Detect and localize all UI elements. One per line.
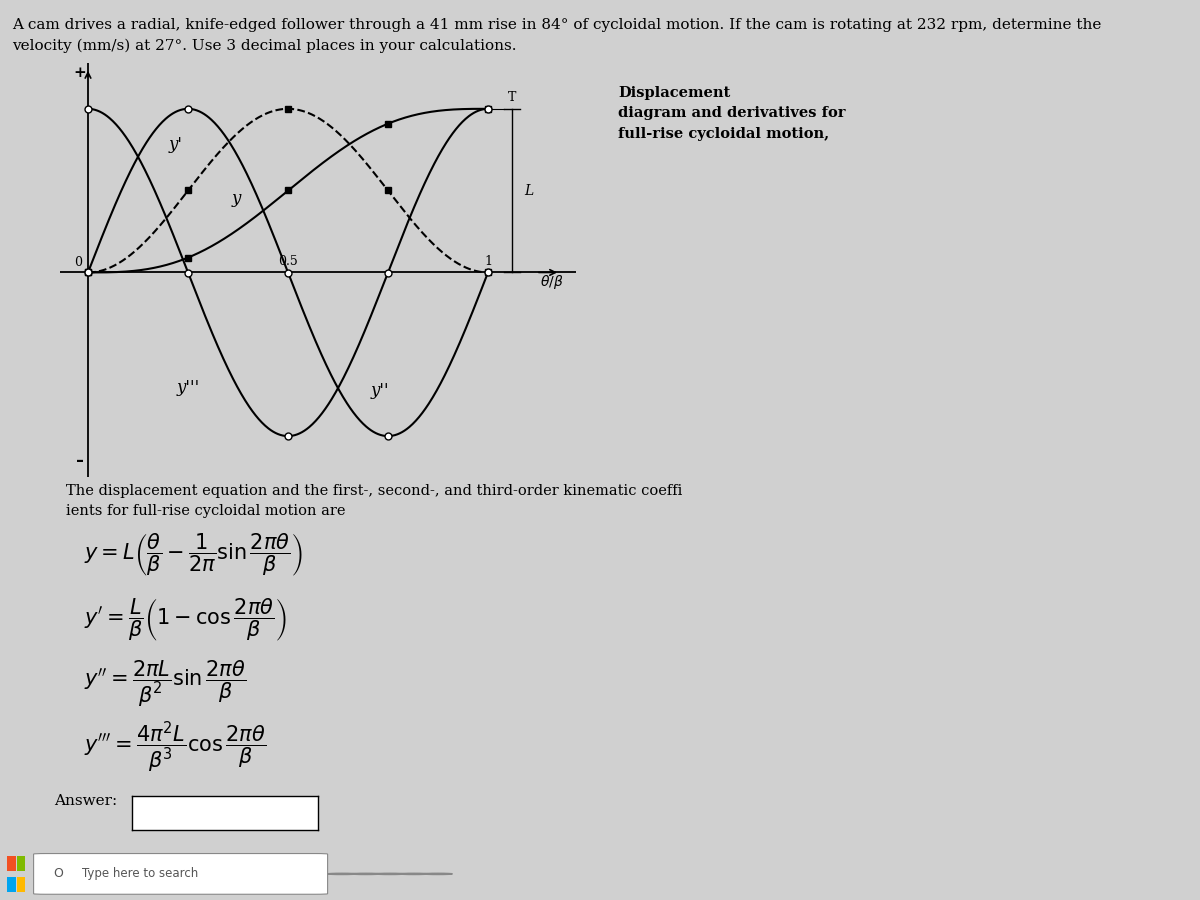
Circle shape xyxy=(424,873,452,875)
Text: The displacement equation and the first-, second-, and third-order kinematic coe: The displacement equation and the first-… xyxy=(66,484,683,499)
Text: y'': y'' xyxy=(371,382,389,399)
Text: $y = L\left(\dfrac{\theta}{\beta} - \dfrac{1}{2\pi}\sin\dfrac{2\pi\theta}{\beta}: $y = L\left(\dfrac{\theta}{\beta} - \dfr… xyxy=(84,531,302,578)
Bar xyxy=(17,877,25,892)
Text: ients for full-rise cycloidal motion are: ients for full-rise cycloidal motion are xyxy=(66,504,346,518)
Text: 0.5: 0.5 xyxy=(278,255,298,267)
Text: diagram and derivatives for: diagram and derivatives for xyxy=(618,106,846,121)
Text: $y''' = \dfrac{4\pi^2 L}{\beta^3}\cos\dfrac{2\pi\theta}{\beta}$: $y''' = \dfrac{4\pi^2 L}{\beta^3}\cos\df… xyxy=(84,720,266,775)
Text: $y'' = \dfrac{2\pi L}{\beta^2}\sin\dfrac{2\pi\theta}{\beta}$: $y'' = \dfrac{2\pi L}{\beta^2}\sin\dfrac… xyxy=(84,659,246,709)
Bar xyxy=(17,856,25,871)
Text: y: y xyxy=(232,190,241,207)
Circle shape xyxy=(400,873,428,875)
Text: Displacement: Displacement xyxy=(618,86,731,100)
Text: $y' = \dfrac{L}{\beta}\left(1 - \cos\dfrac{2\pi\theta}{\beta}\right)$: $y' = \dfrac{L}{\beta}\left(1 - \cos\dfr… xyxy=(84,596,287,643)
Text: +: + xyxy=(73,66,86,80)
Text: y''': y''' xyxy=(176,379,199,395)
Circle shape xyxy=(376,873,404,875)
Text: Answer:: Answer: xyxy=(54,794,118,808)
Text: O: O xyxy=(53,868,62,880)
Text: y': y' xyxy=(169,136,182,153)
Text: 1: 1 xyxy=(484,255,492,267)
FancyBboxPatch shape xyxy=(34,853,328,895)
Circle shape xyxy=(328,873,356,875)
Text: L: L xyxy=(524,184,533,198)
Circle shape xyxy=(352,873,380,875)
Text: A cam drives a radial, knife-edged follower through a 41 mm rise in 84° of cyclo: A cam drives a radial, knife-edged follo… xyxy=(12,18,1102,32)
Text: Type here to search: Type here to search xyxy=(82,868,198,880)
Text: 0: 0 xyxy=(74,256,82,269)
Text: $\theta/\beta$: $\theta/\beta$ xyxy=(540,274,564,292)
Text: velocity (mm/s) at 27°. Use 3 decimal places in your calculations.: velocity (mm/s) at 27°. Use 3 decimal pl… xyxy=(12,39,516,53)
Text: T: T xyxy=(508,91,516,104)
Bar xyxy=(7,877,16,892)
Text: -: - xyxy=(76,452,84,470)
Text: full-rise cycloidal motion,: full-rise cycloidal motion, xyxy=(618,127,829,141)
Bar xyxy=(7,856,16,871)
